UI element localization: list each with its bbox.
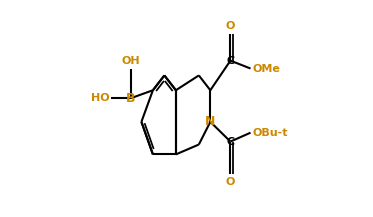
Text: OBu-t: OBu-t [252, 128, 288, 138]
Text: OMe: OMe [252, 64, 280, 74]
Text: C: C [226, 56, 235, 66]
Text: N: N [205, 115, 216, 128]
Text: O: O [226, 177, 235, 187]
Text: OH: OH [122, 56, 140, 66]
Text: C: C [226, 136, 235, 146]
Text: B: B [126, 92, 136, 105]
Text: HO: HO [91, 93, 109, 103]
Text: O: O [226, 21, 235, 31]
